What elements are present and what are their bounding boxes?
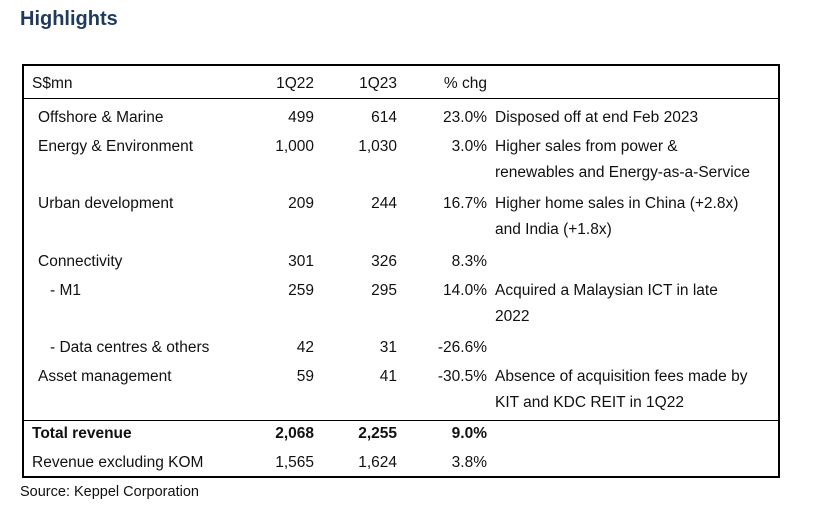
row-pct-chg: 23.0% [443,109,487,126]
row-1q23: 295 [371,282,397,299]
excluding-label: Revenue excluding KOM [32,454,204,471]
row-1q23: 614 [371,109,397,126]
header-pct-chg: % chg [443,75,487,92]
total-divider [24,420,778,421]
row-1q23: 1,030 [358,138,397,155]
row-note: Higher sales from power & renewables and… [495,138,751,181]
row-pct-chg: 3.0% [451,138,487,155]
row-label: Offshore & Marine [38,109,164,126]
row-1q23: 244 [371,195,397,212]
header-unit: S$mn [32,75,73,92]
row-label: - M1 [50,282,81,299]
total-label: Total revenue [32,425,132,442]
highlights-table: S$mn 1Q22 1Q23 % chg Offshore & Marine 4… [22,64,780,478]
row-note: Higher home sales in China (+2.8x) and I… [495,195,739,238]
row-label: Connectivity [38,253,123,270]
row-1q23: 41 [379,368,397,385]
row-1q22: 42 [296,339,314,356]
row-pct-chg: -30.5% [437,368,487,385]
excluding-pct-chg: 3.8% [451,454,487,471]
total-1q23: 2,255 [358,425,397,442]
row-1q22: 59 [296,368,314,385]
row-1q22: 259 [288,282,314,299]
header-divider [24,98,778,99]
row-1q23: 31 [379,339,397,356]
row-pct-chg: 8.3% [451,253,487,270]
row-note: Absence of acquisition fees made by KIT … [495,368,748,411]
row-1q22: 301 [288,253,314,270]
excluding-1q22: 1,565 [275,454,314,471]
row-pct-chg: -26.6% [437,339,487,356]
source-note: Source: Keppel Corporation [20,484,199,500]
row-pct-chg: 16.7% [443,195,487,212]
row-pct-chg: 14.0% [443,282,487,299]
page-title: Highlights [20,8,118,30]
row-label: Urban development [38,195,174,212]
row-label: - Data centres & others [50,339,210,356]
row-1q23: 326 [371,253,397,270]
excluding-1q23: 1,624 [358,454,397,471]
row-note: Disposed off at end Feb 2023 [495,109,699,126]
row-1q22: 1,000 [275,138,314,155]
row-note: Acquired a Malaysian ICT in late 2022 [495,282,718,325]
row-label: Energy & Environment [38,138,194,155]
row-1q22: 499 [288,109,314,126]
header-1q23: 1Q23 [359,75,397,92]
row-label: Asset management [38,368,172,385]
total-pct-chg: 9.0% [451,425,487,442]
header-1q22: 1Q22 [276,75,314,92]
total-1q22: 2,068 [275,425,314,442]
row-1q22: 209 [288,195,314,212]
